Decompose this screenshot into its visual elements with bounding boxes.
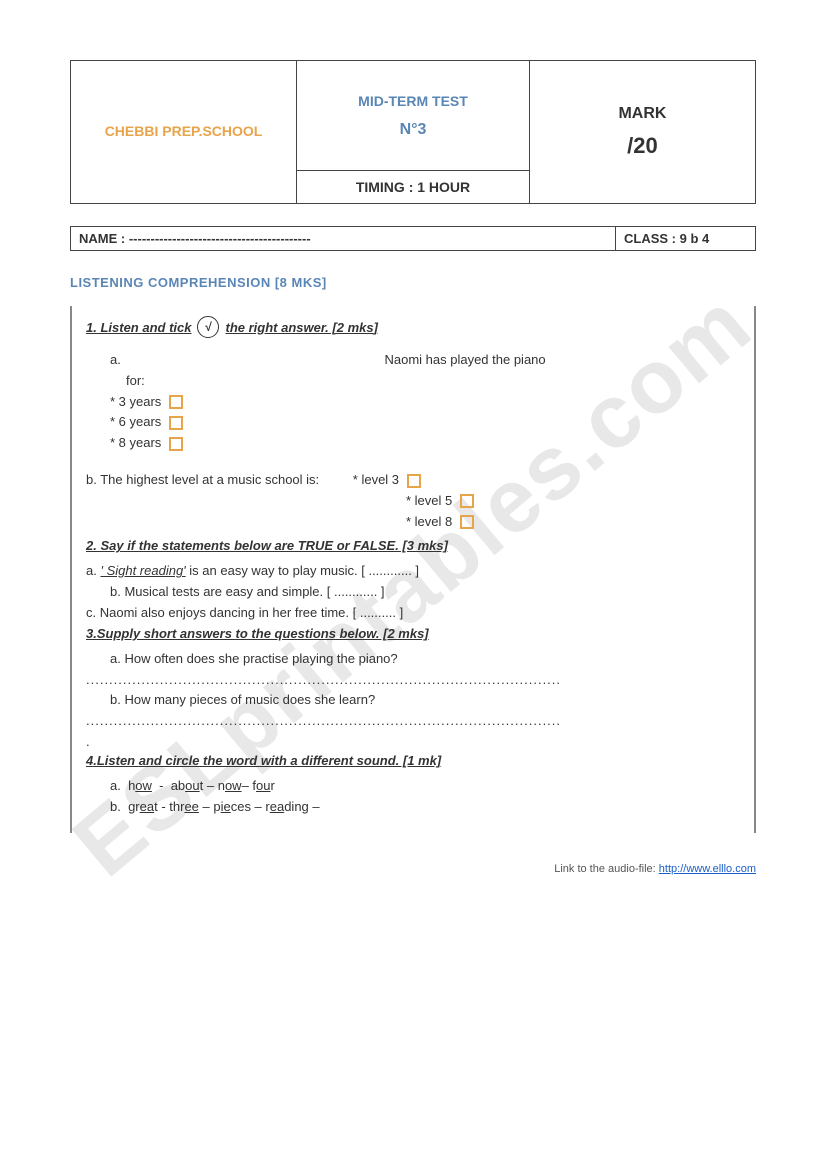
- class-cell: CLASS : 9 b 4: [615, 227, 755, 250]
- q1a-text: Naomi has played the piano: [384, 352, 545, 367]
- name-label: NAME :: [79, 231, 125, 246]
- header-table: CHEBBI PREP.SCHOOL MID-TERM TEST N°3 MAR…: [70, 60, 756, 204]
- q2b: b. Musical tests are easy and simple. [ …: [110, 582, 740, 603]
- timing-cell: TIMING : 1 HOUR: [297, 171, 530, 204]
- checkbox-icon[interactable]: [460, 515, 474, 529]
- q3-heading: 3.Supply short answers to the questions …: [86, 626, 740, 641]
- q1-heading-row: 1. Listen and tick √ the right answer. […: [86, 316, 740, 338]
- q1b-opt0-text: * level 3: [353, 472, 399, 487]
- q4-heading: 4.Listen and circle the word with a diff…: [86, 753, 740, 768]
- q3-dot: .: [86, 732, 740, 753]
- test-title-cell: MID-TERM TEST N°3: [297, 61, 530, 171]
- q1a-label: a.: [110, 352, 121, 367]
- q2a-pre: a.: [86, 563, 97, 578]
- q1a-opt0: * 3 years: [110, 392, 740, 413]
- footer-text: Link to the audio-file:: [554, 863, 659, 875]
- page-content: CHEBBI PREP.SCHOOL MID-TERM TEST N°3 MAR…: [70, 60, 756, 875]
- school-text: CHEBBI PREP.SCHOOL: [79, 122, 288, 142]
- name-cell: NAME : ---------------------------------…: [71, 227, 615, 250]
- q3-dots1: ........................................…: [86, 670, 740, 691]
- q1a-for: for:: [126, 371, 740, 392]
- q1b-opt2: * level 8: [406, 512, 740, 533]
- mark-cell: MARK /20: [529, 61, 755, 204]
- name-row: NAME : ---------------------------------…: [70, 226, 756, 251]
- tick-circle-icon: √: [197, 316, 219, 338]
- question-box: 1. Listen and tick √ the right answer. […: [70, 306, 756, 833]
- q1b-opt1-text: * level 5: [406, 493, 452, 508]
- checkbox-icon[interactable]: [169, 395, 183, 409]
- section-listening-title: LISTENING COMPREHENSION [8 MKS]: [70, 275, 756, 290]
- q1-post: the right answer. [2 mks]: [225, 320, 377, 335]
- footer: Link to the audio-file: http://www.elllo…: [70, 863, 756, 875]
- test-title: MID-TERM TEST: [305, 93, 521, 109]
- q4a: a. how - about – now– four: [110, 776, 740, 797]
- q2a-post: is an easy way to play music. [ ........…: [189, 563, 419, 578]
- q1b-opt2-text: * level 8: [406, 514, 452, 529]
- checkbox-icon[interactable]: [407, 474, 421, 488]
- q4b: b. great - three – pieces – reading –: [110, 797, 740, 818]
- q2-heading: 2. Say if the statements below are TRUE …: [86, 538, 740, 553]
- checkbox-icon[interactable]: [460, 494, 474, 508]
- q1a-opt0-text: * 3 years: [110, 394, 161, 409]
- audio-link[interactable]: http://www.elllo.com: [659, 863, 756, 875]
- q3-dots2: ........................................…: [86, 711, 740, 732]
- q2a: a. ' Sight reading' is an easy way to pl…: [86, 561, 740, 582]
- q1b-row: b. The highest level at a music school i…: [86, 470, 740, 491]
- checkbox-icon[interactable]: [169, 416, 183, 430]
- q1a-row: a. Naomi has played the piano: [86, 350, 740, 371]
- q1a-opt2: * 8 years: [110, 433, 740, 454]
- school-name: CHEBBI PREP.SCHOOL: [71, 61, 297, 204]
- mark-label: MARK: [538, 105, 747, 123]
- q2a-em: ' Sight reading': [100, 563, 185, 578]
- q3b: b. How many pieces of music does she lea…: [110, 690, 740, 711]
- name-line: ----------------------------------------…: [129, 231, 311, 246]
- q1a-opt1-text: * 6 years: [110, 414, 161, 429]
- q1b-opt0: * level 3: [353, 472, 421, 487]
- mark-score: /20: [538, 133, 747, 159]
- checkbox-icon[interactable]: [169, 437, 183, 451]
- q1-pre: 1. Listen and tick: [86, 320, 191, 335]
- q1a-opt1: * 6 years: [110, 412, 740, 433]
- q1b-opt1: * level 5: [406, 491, 740, 512]
- q1b-text: b. The highest level at a music school i…: [86, 472, 319, 487]
- test-number: N°3: [305, 121, 521, 139]
- q2c: c. Naomi also enjoys dancing in her free…: [86, 603, 740, 624]
- q1a-opt2-text: * 8 years: [110, 435, 161, 450]
- q3a: a. How often does she practise playing t…: [110, 649, 740, 670]
